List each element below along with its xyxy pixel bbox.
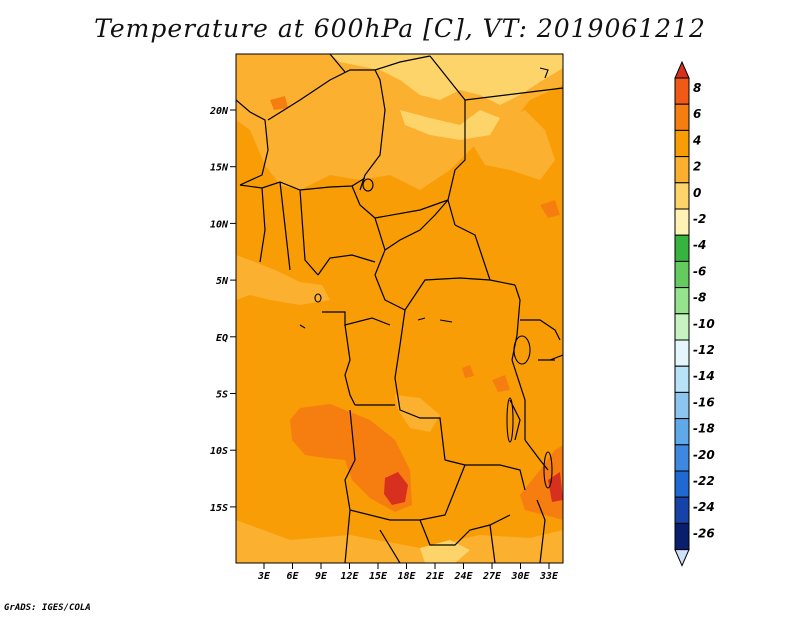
colorbar-swatch	[674, 287, 690, 315]
footer-credit: GrADS: IGES/COLA	[4, 603, 91, 613]
colorbar-swatch	[674, 129, 690, 158]
field-4-6-patch2	[462, 365, 474, 378]
colorbar-bottom-triangle	[674, 549, 690, 567]
colorbar-swatch	[674, 313, 690, 341]
colorbar-label: 2	[693, 160, 701, 174]
lat-tick-label: 5S	[216, 390, 228, 401]
colorbar-swatch	[674, 391, 690, 420]
colorbar-swatch	[674, 418, 690, 446]
lake-outlines	[299, 67, 553, 489]
lon-tick-label: 9E	[315, 571, 328, 582]
field-4-6-patch3	[540, 200, 560, 218]
map-frame	[235, 53, 564, 564]
lon-tick-label: 27E	[482, 571, 502, 582]
colorbar-label: -22	[693, 474, 715, 488]
colorbar-swatch	[674, 444, 690, 472]
field-minus2-0-north	[330, 54, 563, 105]
colorbar-label: -18	[693, 422, 715, 436]
colorbar-label: -14	[693, 369, 715, 383]
colorbar-swatch	[674, 156, 690, 184]
lon-tick-label: 30E	[510, 571, 530, 582]
colorbar-swatch	[674, 365, 690, 393]
colorbar-label: -8	[693, 291, 706, 305]
colorbar-label: -10	[693, 317, 715, 331]
colorbar-label: 8	[693, 81, 701, 95]
field-6-8-core	[384, 472, 408, 505]
colorbar-label: -2	[693, 212, 706, 226]
colorbar-swatch	[674, 470, 690, 498]
lon-tick-label: 12E	[340, 571, 359, 582]
field-4-6-patch1	[492, 375, 510, 392]
lon-tick-label: 6E	[286, 571, 299, 582]
field-minus2-0-belt	[400, 110, 500, 140]
colorbar-label: 6	[693, 107, 701, 121]
field-0-2-mid	[395, 395, 440, 432]
colorbar-label: -16	[693, 395, 715, 409]
colorbar-swatch	[674, 77, 690, 105]
lon-tick-label: 18E	[397, 571, 416, 582]
colorbar-label: -24	[693, 500, 715, 514]
temperature-field	[236, 54, 563, 563]
colorbar-swatch	[674, 234, 690, 262]
lon-tick-label: 33E	[539, 571, 559, 582]
colorbar-label: -6	[693, 264, 706, 278]
colorbar-swatch	[674, 260, 690, 289]
lon-tick-label: 15E	[369, 571, 388, 582]
colorbar-label: -12	[693, 343, 715, 357]
lon-tick-label: 21E	[425, 571, 445, 582]
lat-tick-label: 10N	[210, 219, 229, 230]
lat-tick-label: 15S	[210, 503, 228, 514]
longitude-axis: 3E 6E 9E 12E 15E 18E 21E 24E 27E 30E 33E	[257, 563, 559, 582]
field-0-2-west	[236, 255, 330, 305]
latitude-axis: 20N 15N 10N 5N EQ 5S 10S 15S	[209, 106, 236, 514]
colorbar-swatch	[674, 182, 690, 210]
colorbar-swatch	[674, 339, 690, 367]
colorbar-label: -26	[693, 526, 715, 540]
lon-tick-label: 3E	[257, 571, 271, 582]
colorbar-label: 0	[693, 186, 701, 200]
colorbar: 8 6 4 2 0 -2 -4 -6 -8 -10 -12 -14 -16 -18 -20 -22 -24 -26	[674, 60, 715, 567]
country-borders	[236, 54, 563, 563]
colorbar-label: 4	[692, 133, 701, 147]
colorbar-label: -20	[693, 448, 715, 462]
field-4-6-angola	[290, 404, 412, 512]
lat-tick-label: 10S	[210, 446, 228, 457]
colorbar-swatch	[674, 496, 690, 524]
field-0-2-south	[236, 520, 563, 563]
lat-tick-label: EQ	[216, 333, 228, 344]
colorbar-swatch	[674, 208, 690, 236]
colorbar-top-triangle	[674, 60, 690, 79]
colorbar-swatch	[674, 103, 690, 131]
lat-tick-label: 5N	[216, 276, 229, 287]
lat-tick-label: 20N	[209, 106, 229, 117]
lon-tick-label: 24E	[453, 571, 473, 582]
field-minus2-0-south	[420, 540, 470, 563]
colorbar-label: -4	[693, 238, 706, 252]
lat-tick-label: 15N	[210, 163, 229, 174]
map-title: Temperature at 600hPa [C], VT: 201906121…	[94, 14, 706, 43]
colorbar-swatch	[674, 522, 690, 551]
field-4-6-patch4	[270, 96, 288, 110]
